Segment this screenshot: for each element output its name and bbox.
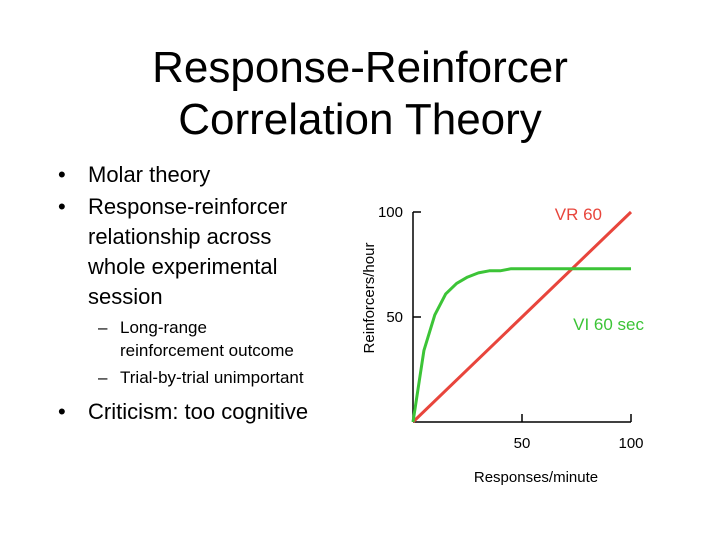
dash-glyph: – [98, 318, 108, 337]
bullet-text: Criticism: too cognitive [88, 399, 309, 424]
x-axis-title: Responses/minute [474, 469, 598, 486]
chart-series [411, 210, 633, 424]
series-line-vi-60-sec [411, 267, 631, 423]
series-label-vr-60: VR 60 [555, 205, 602, 224]
sub-bullet-text: Long-range [120, 318, 207, 337]
bullet-glyph: • [58, 194, 66, 219]
bullet-glyph: • [58, 162, 66, 187]
title-line-2: Correlation Theory [178, 95, 542, 144]
y-axis-title: Reinforcers/hour [361, 243, 378, 354]
bullet-text: session [88, 284, 163, 309]
bullet-text: whole experimental [88, 254, 278, 279]
chart-axes [412, 211, 632, 423]
y-tick-label: 50 [386, 309, 403, 326]
bullet-text: relationship across [88, 224, 272, 249]
bullet-text: Response-reinforcer [88, 194, 288, 219]
y-tick-label: 100 [378, 204, 403, 221]
chart-labels: 50 100 50 100 Responses/minute Reinforcers/ho… [361, 204, 644, 486]
bullet-text: Molar theory [88, 162, 211, 187]
x-tick-label: 100 [618, 435, 643, 452]
series-label-vi-60-sec: VI 60 sec [573, 315, 644, 334]
sub-bullet-text: Trial-by-trial unimportant [120, 368, 304, 387]
bullet-glyph: • [58, 399, 66, 424]
title-line-1: Response-Reinforcer [152, 43, 568, 92]
series-line-vr-60 [411, 210, 633, 424]
x-tick-label: 50 [514, 435, 531, 452]
slide-title: Response-Reinforcer Correlation Theory [0, 42, 720, 146]
sub-bullet-text: reinforcement outcome [120, 341, 294, 360]
dash-glyph: – [98, 368, 108, 387]
